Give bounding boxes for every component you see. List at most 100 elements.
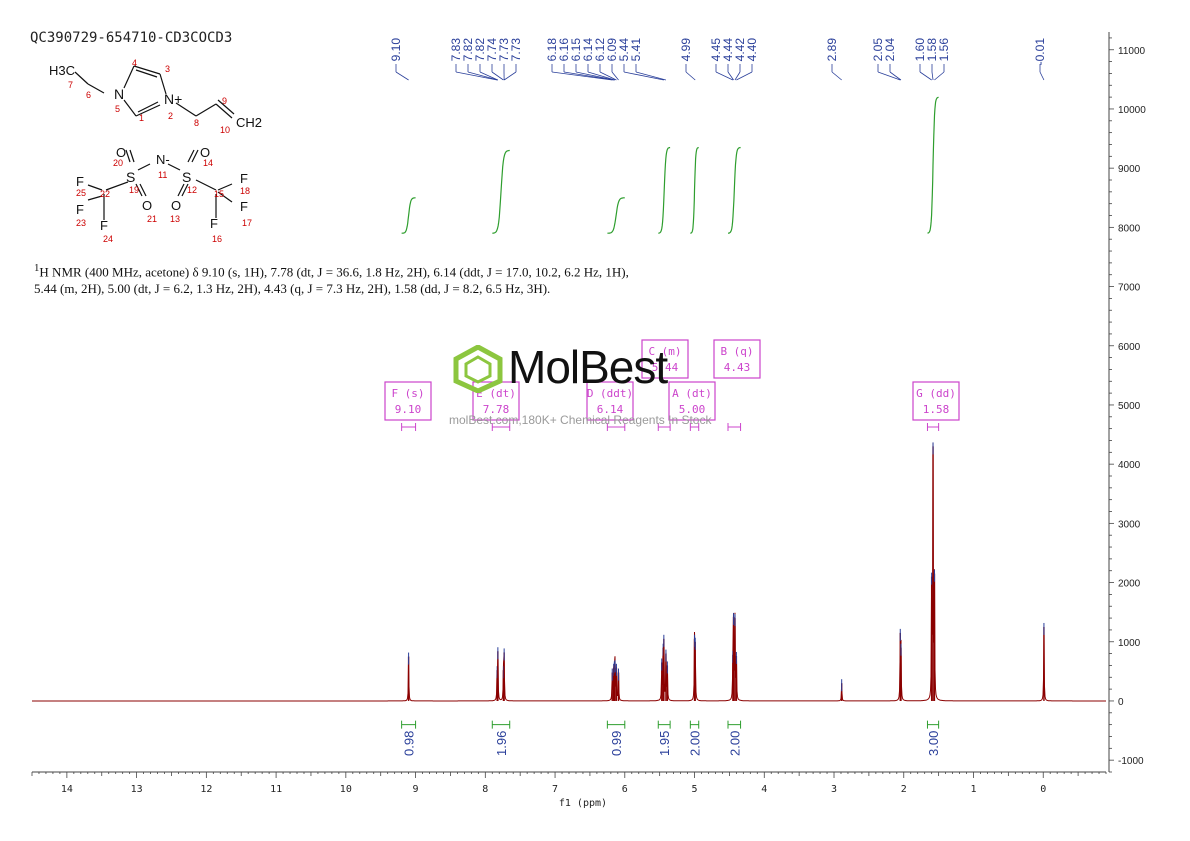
peak-label: 7.82 [473, 38, 487, 62]
multiplet-box [713, 339, 761, 379]
y-tick-label: 9000 [1118, 164, 1141, 175]
x-tick-label: 2 [901, 784, 907, 795]
y-tick-label: -1000 [1118, 756, 1144, 767]
atom-label: F [76, 202, 84, 217]
peak-label-connector [877, 71, 901, 81]
nmr-isotope-superscript: 1 [34, 262, 40, 274]
peak-label-connector [587, 71, 616, 81]
multiplet-shift: 4.43 [724, 361, 751, 374]
integral-value: 1.96 [494, 731, 509, 756]
peak-label: 4.45 [709, 38, 723, 62]
peak-label: 6.14 [581, 38, 595, 62]
atom-label: 14 [203, 158, 213, 168]
atom-label: O [142, 198, 152, 213]
peak-label: 5.44 [617, 38, 631, 62]
peak-label-connector [727, 71, 734, 81]
peak-label: 1.58 [925, 38, 939, 62]
atom-label: 8 [194, 118, 199, 128]
multiplet-box [641, 339, 689, 379]
peak-label-connector [934, 71, 945, 81]
x-tick-label: 4 [761, 784, 767, 795]
peak-labels: 9.10 7.837.827.827.747.737.73 6.186.166.15… [389, 38, 1047, 81]
peak-label: 5.41 [629, 38, 643, 62]
integral-curve [401, 197, 416, 234]
peak-label-connector [455, 71, 498, 81]
y-axis: -1000 0 1000 2000 3000 4000 5000 6000 7000 8000 90… [1108, 32, 1146, 773]
y-tick-label: 8000 [1118, 223, 1141, 234]
multiplet-shift: 9.10 [395, 403, 422, 416]
peak-label: 2.89 [825, 38, 839, 62]
x-tick-label: 7 [552, 784, 558, 795]
atom-label: 12 [187, 185, 197, 195]
spectrum-trace [32, 442, 1106, 702]
atom-label: N- [156, 152, 170, 167]
spectrum-line [32, 442, 1106, 702]
atom-label: O [171, 198, 181, 213]
x-tick-label: 8 [482, 784, 488, 795]
x-tick-label: 12 [200, 784, 212, 795]
peak-label-connector [623, 71, 664, 81]
peak-label: 9.10 [389, 38, 403, 62]
multiplet-label: E (dt) [476, 387, 516, 400]
peak-label: 4.40 [745, 38, 759, 62]
atom-label: 16 [212, 234, 222, 244]
peak-label-connector [734, 71, 741, 81]
peak-label-connector [715, 71, 734, 81]
integral-value: 2.00 [727, 731, 742, 756]
multiplet-box [384, 381, 432, 421]
atom-label: 22 [100, 189, 110, 199]
peak-label-connector [563, 71, 614, 81]
peak-label-connector [599, 71, 617, 81]
plot-area: 9.10 7.837.827.827.747.737.73 6.186.166.15… [31, 32, 1146, 809]
peak-label-connector [736, 71, 753, 81]
peak-label: 1.60 [913, 38, 927, 62]
multiplet-label: B (q) [720, 345, 753, 358]
y-tick-label: 11000 [1118, 46, 1146, 57]
peak-label-connector [503, 71, 517, 81]
x-axis: 14 13 12 11 10 9 8 7 6 5 4 3 2 1 0f1 (ppm) [31, 771, 1107, 809]
peak-label: 6.18 [545, 38, 559, 62]
atom-label: 10 [220, 125, 230, 135]
integral-value: 0.98 [402, 731, 417, 756]
x-tick-label: 13 [131, 784, 143, 795]
multiplet-box [668, 381, 716, 421]
atom-label: N [114, 86, 124, 102]
x-tick-label: 14 [61, 784, 73, 795]
x-tick-label: 0 [1040, 784, 1046, 795]
atom-label: 6 [86, 90, 91, 100]
multiplet-shift: 1.58 [923, 403, 950, 416]
integral-value: 1.95 [657, 731, 672, 756]
y-tick-label: 2000 [1118, 579, 1141, 590]
y-tick-label: 7000 [1118, 283, 1141, 294]
atom-label: 1 [139, 113, 144, 123]
peak-label-connector [919, 71, 932, 81]
peak-label: 2.04 [883, 38, 897, 62]
peak-label-connector [931, 71, 934, 81]
multiplet-boxes: F (s) 9.10 E (dt) 7.78 D (ddt) 6.14 C (m) 5.44 A… [384, 339, 960, 431]
multiplet-label: C (m) [648, 345, 681, 358]
peak-label: 7.82 [461, 38, 475, 62]
atom-label: 5 [115, 104, 120, 114]
integral-curve [927, 96, 939, 234]
atom-label: 3 [165, 64, 170, 74]
y-tick-label: 1000 [1118, 638, 1141, 649]
atom-label: S [182, 169, 191, 185]
peak-label: 7.73 [509, 38, 523, 62]
atom-label: N+ [164, 91, 182, 107]
atom-label: F [210, 216, 218, 231]
atom-label: 21 [147, 214, 157, 224]
watermark-subtitle: molBest.com,180K+ Chemical Reagents In S… [449, 413, 712, 427]
integral-curve [658, 146, 671, 234]
atom-label: S [126, 169, 135, 185]
integral-curves [401, 96, 939, 234]
sample-id: QC390729-654710-CD3COCD3 [30, 30, 233, 46]
multiplet-label: A (dt) [672, 387, 712, 400]
multiplet-box [912, 381, 960, 421]
atom-label: O [200, 145, 210, 160]
peak-label: 6.12 [593, 38, 607, 62]
x-tick-label: 10 [340, 784, 352, 795]
atom-label: 23 [76, 218, 86, 228]
atom-label: 25 [76, 188, 86, 198]
x-tick-label: 11 [270, 784, 282, 795]
